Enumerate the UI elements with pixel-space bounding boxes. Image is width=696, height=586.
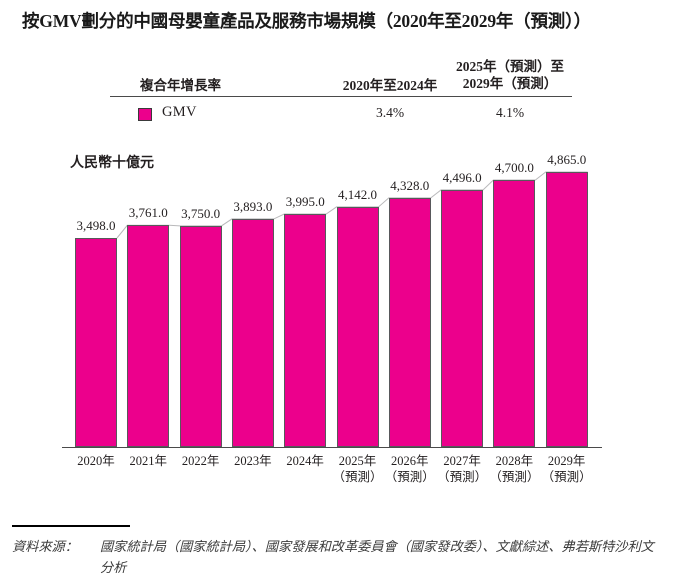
legend-row: GMV 3.4% 4.1% (110, 104, 572, 126)
bar-2020年 (75, 238, 117, 447)
footnote-source: 資料來源： 國家統計局（國家統計局）、國家發展和改革委員會（國家發改委）、文獻綜述… (12, 536, 684, 578)
x-axis-category-label: 2023年 (223, 453, 283, 469)
x-axis-category-label: 2027年 （預測） (432, 453, 492, 485)
x-axis-label-line: （預測） (541, 470, 592, 484)
x-axis-category-label: 2026年 （預測） (380, 453, 440, 485)
page-title: 按GMV劃分的中國母嬰童產品及服務市場規模（2020年至2029年（預測）） (22, 11, 591, 31)
x-axis-label-line: 2020年 (77, 454, 115, 468)
cagr-row-header: 複合年增長率 (140, 78, 221, 93)
x-axis-label-line: 2024年 (286, 454, 324, 468)
x-axis-label-line: （預測） (437, 470, 488, 484)
x-axis-category-label: 2022年 (171, 453, 231, 469)
bar-value-label: 3,498.0 (76, 218, 116, 233)
bar-value-label: 4,865.0 (547, 152, 587, 167)
bar-2021年 (127, 225, 170, 447)
cagr-period1-header: 2020年至2024年 (342, 78, 438, 93)
bar-value-label: 4,700.0 (494, 159, 534, 175)
x-axis-category-label: 2020年 (66, 453, 126, 469)
bar-value-label: 3,995.0 (285, 194, 325, 209)
x-axis-label-line: 2025年 (338, 454, 377, 468)
bar-value-label: 3,750.0 (181, 205, 221, 221)
bar-value-label: 4,328.0 (390, 177, 430, 193)
bar-2027年預測 (441, 189, 484, 447)
cagr-table-rule (110, 96, 572, 97)
cagr-period1-value: 3.4% (375, 105, 405, 120)
legend-label-gmv: GMV (162, 104, 197, 120)
bar-2023年 (231, 218, 274, 447)
x-axis-category-label: 2021年 (118, 453, 178, 469)
x-axis-label-line: （預測） (489, 470, 540, 484)
bar-2029年預測 (545, 172, 588, 447)
x-axis-label-line: 2023年 (234, 454, 272, 468)
cagr-period2-header-line2: 2029年（預測） (462, 76, 558, 91)
x-axis-category-label: 2025年 （預測） (328, 453, 388, 485)
bar-value-label: 3,761.0 (128, 205, 168, 221)
x-axis-category-label: 2028年 （預測） (484, 453, 544, 485)
bar-2022年 (179, 225, 222, 447)
footnote-label: 資料來源： (12, 539, 78, 554)
x-axis-label-line: 2027年 (443, 454, 481, 468)
footnote-body: 國家統計局（國家統計局）、國家發展和改革委員會（國家發改委）、文獻綜述、弗若斯特… (100, 539, 654, 575)
cagr-table: 複合年增長率 2020年至2024年 2025年（預測）至 2029年（預測） … (110, 56, 572, 126)
bar-2024年 (284, 214, 327, 447)
x-axis-label-line: 2022年 (181, 454, 220, 468)
x-axis-label-line: 2021年 (129, 454, 168, 468)
x-axis-label-line: （預測） (384, 470, 435, 484)
x-axis-label-line: （預測） (332, 470, 383, 484)
x-axis-category-label: 2024年 (275, 453, 335, 469)
cagr-period2-header-line1: 2025年（預測）至 (456, 59, 564, 74)
x-axis-label-line: 2029年 (547, 454, 586, 468)
bar-value-label: 4,496.0 (442, 169, 482, 185)
bar-chart-plot: 3,498.0 3,761.0 3,750.0 3,893.0 3,995.0 4,142… (62, 152, 602, 485)
legend-swatch-gmv (138, 108, 152, 121)
y-axis-unit-label: 人民幣十億元 (70, 156, 154, 171)
bar-2025年預測 (336, 206, 379, 447)
bar-2028年預測 (493, 179, 536, 447)
bar-value-label: 4,142.0 (338, 186, 377, 202)
bar-value-label: 3,893.0 (233, 198, 273, 214)
x-axis-line (62, 447, 602, 449)
footnote-divider (12, 525, 130, 527)
x-axis-label-line: 2028年 (495, 454, 534, 468)
cagr-period2-header: 2025年（預測）至 2029年（預測） (445, 58, 575, 92)
cagr-period2-value: 4.1% (495, 105, 525, 120)
x-axis-label-line: 2026年 (391, 454, 429, 468)
x-axis-category-label: 2029年 （預測） (537, 453, 597, 485)
bar-2026年預測 (388, 197, 431, 447)
